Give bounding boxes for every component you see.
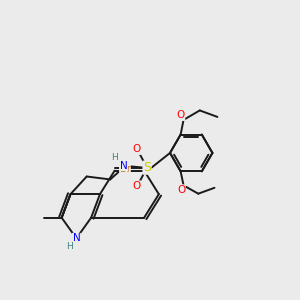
Text: Br: Br bbox=[120, 164, 130, 174]
Text: O: O bbox=[176, 110, 185, 120]
Text: H: H bbox=[111, 153, 118, 162]
Text: N: N bbox=[120, 160, 128, 171]
Text: H: H bbox=[67, 242, 73, 251]
Text: O: O bbox=[132, 144, 141, 154]
Text: O: O bbox=[132, 181, 141, 191]
Text: S: S bbox=[143, 161, 151, 174]
Text: O: O bbox=[177, 185, 185, 195]
Text: N: N bbox=[73, 233, 80, 243]
